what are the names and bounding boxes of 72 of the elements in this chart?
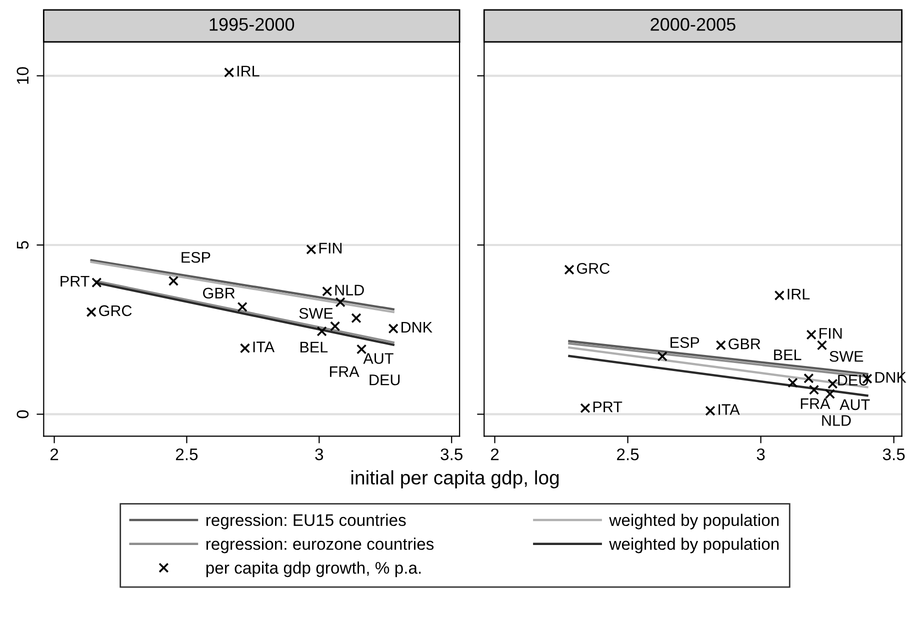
point xyxy=(92,278,102,288)
x-tick-label: 3 xyxy=(315,448,324,460)
annotation: GBR xyxy=(728,338,760,350)
annotation: DEU xyxy=(370,374,400,386)
legend-label: weighted by population xyxy=(609,538,779,554)
point xyxy=(240,343,250,354)
x-tick-label: 2.5 xyxy=(176,448,198,460)
annotation: IRL xyxy=(788,288,810,300)
point xyxy=(168,276,179,286)
x-tick-label: 2 xyxy=(490,448,499,460)
annotation: ITA xyxy=(253,342,275,352)
point xyxy=(335,297,346,308)
annotation: PRT xyxy=(60,276,90,287)
x-tick-label: 3 xyxy=(756,448,765,460)
point xyxy=(788,378,798,388)
point xyxy=(306,244,316,254)
y-tick-label: 5 xyxy=(16,241,29,249)
annotation: GRC xyxy=(576,262,610,274)
chart-title: 1995-2000 xyxy=(210,18,294,31)
point xyxy=(657,351,668,362)
x-tick-label: 2.5 xyxy=(617,448,639,460)
point xyxy=(237,302,248,312)
annotation: PRT xyxy=(593,402,622,412)
annotation: IRL xyxy=(237,66,260,76)
point xyxy=(774,290,784,301)
point xyxy=(828,378,838,389)
x-tick-label: 3.5 xyxy=(440,448,462,460)
annotation: FIN xyxy=(820,328,842,339)
point xyxy=(356,344,367,354)
point xyxy=(224,67,234,78)
annotation: BEL xyxy=(300,342,328,352)
point xyxy=(824,388,836,399)
point xyxy=(808,384,820,395)
annotation: FIN xyxy=(319,242,342,254)
x-axis-title: initial per capita gdp, log xyxy=(351,470,559,488)
point xyxy=(716,340,726,350)
point xyxy=(705,406,716,416)
annotation: AUT xyxy=(363,353,394,364)
point xyxy=(580,403,590,414)
point xyxy=(351,313,362,324)
point xyxy=(86,306,96,318)
annotation: NLD xyxy=(822,415,851,426)
legend-label: per capita gdp growth, % p.a. xyxy=(206,562,421,578)
annotation: FRA xyxy=(330,366,360,377)
point xyxy=(322,286,332,296)
legend-label: regression: eurozone countries xyxy=(206,538,434,554)
annotation: GBR xyxy=(203,288,235,299)
annotation: AUT xyxy=(840,399,870,410)
annotation: FRA xyxy=(800,398,830,409)
point xyxy=(806,330,816,340)
point xyxy=(388,324,398,334)
annotation: GRC xyxy=(99,305,132,316)
point xyxy=(316,326,327,336)
annotation: DNK xyxy=(402,322,432,333)
point xyxy=(804,373,814,384)
annotation: ESP xyxy=(670,337,700,348)
annotation: SWE xyxy=(299,308,333,319)
y-tick-label: 10 xyxy=(16,67,29,84)
annotation: ITA xyxy=(718,404,740,415)
legend-label: weighted by population xyxy=(609,514,779,530)
annotation: SWE xyxy=(830,350,864,362)
x-tick-label: 3.5 xyxy=(882,448,905,460)
point xyxy=(564,264,574,275)
chart-title: 2000-2005 xyxy=(650,18,736,31)
annotation: NLD xyxy=(335,284,364,296)
annotation: BEL xyxy=(774,350,802,360)
x-tick-label: 2 xyxy=(50,448,58,460)
legend-label: regression: EU15 countries xyxy=(206,514,406,530)
point xyxy=(816,340,828,350)
point xyxy=(330,321,340,332)
annotation: ESP xyxy=(182,252,210,263)
y-tick-label: 0 xyxy=(16,410,29,418)
